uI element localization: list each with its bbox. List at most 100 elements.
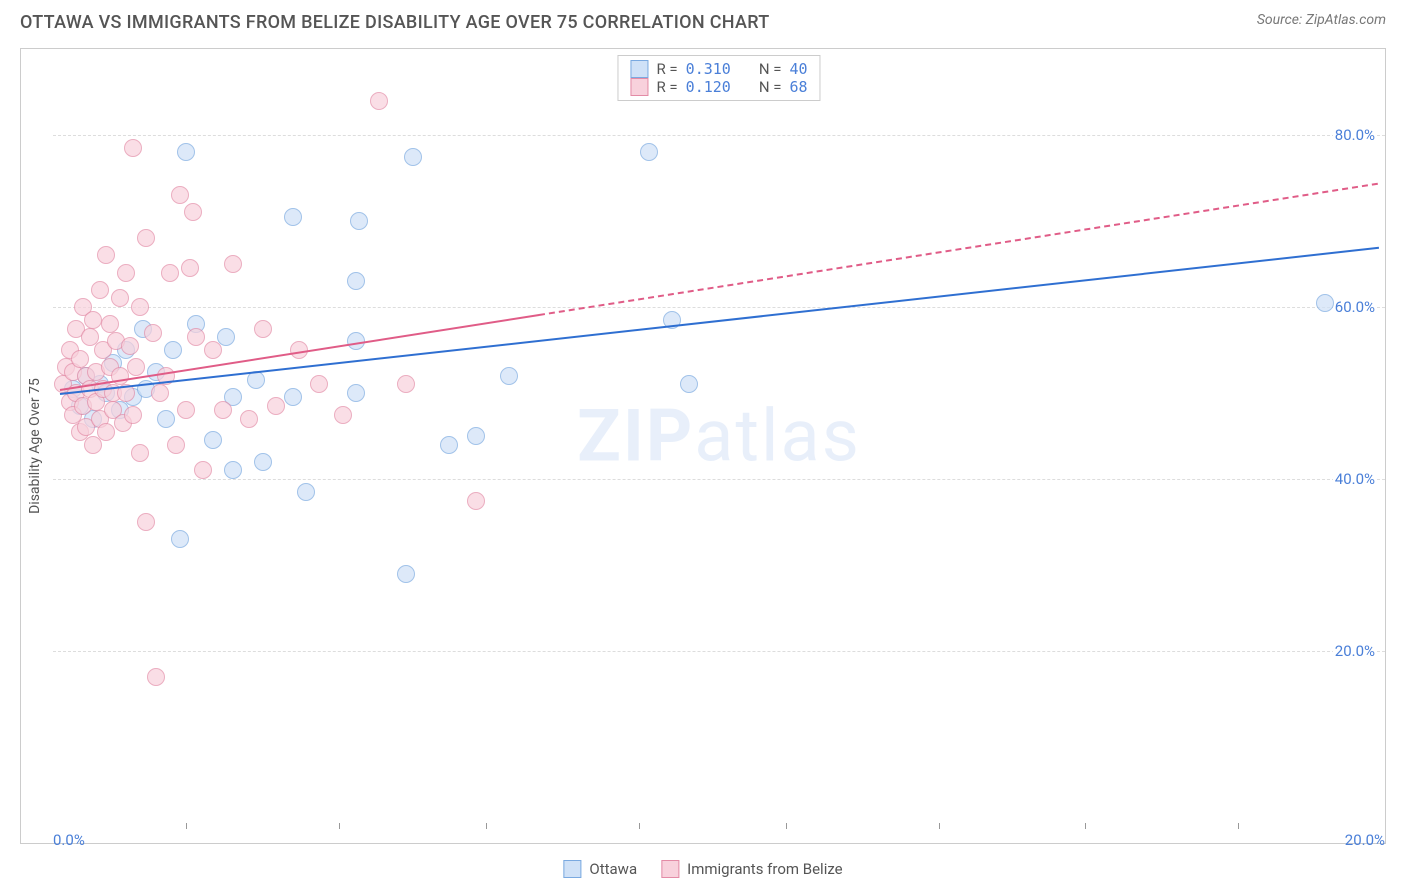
data-point: [284, 208, 302, 226]
xtick-mark: [1238, 823, 1239, 829]
legend-swatch: [630, 78, 648, 96]
data-point: [184, 203, 202, 221]
legend-n-label: N =: [759, 60, 782, 78]
xtick-mark: [786, 823, 787, 829]
data-point: [124, 139, 142, 157]
gridline: [53, 651, 1385, 652]
legend-r-value: 0.120: [686, 78, 731, 96]
data-point: [97, 246, 115, 264]
data-point: [164, 341, 182, 359]
legend-item: Immigrants from Belize: [661, 860, 843, 878]
data-point: [350, 212, 368, 230]
data-point: [397, 375, 415, 393]
data-point: [204, 341, 222, 359]
ytick-label: 20.0%: [1333, 642, 1377, 660]
xtick-mark: [486, 823, 487, 829]
xtick-label: 0.0%: [53, 831, 85, 849]
data-point: [124, 406, 142, 424]
legend-row: R =0.310N =40: [630, 60, 807, 78]
series-legend: Ottawa Immigrants from Belize: [563, 860, 842, 878]
data-point: [137, 513, 155, 531]
data-point: [121, 337, 139, 355]
data-point: [131, 298, 149, 316]
xtick-mark: [939, 823, 940, 829]
source-label: Source: ZipAtlas.com: [1257, 12, 1386, 28]
legend-swatch: [661, 860, 679, 878]
data-point: [297, 483, 315, 501]
data-point: [137, 229, 155, 247]
data-point: [127, 358, 145, 376]
data-point: [157, 410, 175, 428]
data-point: [254, 320, 272, 338]
data-point: [347, 272, 365, 290]
xtick-mark: [639, 823, 640, 829]
data-point: [71, 350, 89, 368]
legend-n-value: 68: [789, 78, 807, 96]
ytick-label: 80.0%: [1333, 126, 1377, 144]
chart-title: OTTAWA VS IMMIGRANTS FROM BELIZE DISABIL…: [20, 12, 770, 33]
gridline: [53, 307, 1385, 308]
data-point: [147, 668, 165, 686]
data-point: [131, 444, 149, 462]
chart-container: Disability Age Over 75 ZIPatlas R = 0.310…: [20, 48, 1386, 844]
data-point: [194, 461, 212, 479]
data-point: [177, 401, 195, 419]
data-point: [144, 324, 162, 342]
legend-row: R = 0.120 N = 68: [630, 78, 807, 96]
data-point: [467, 427, 485, 445]
data-point: [214, 401, 232, 419]
data-point: [91, 281, 109, 299]
data-point: [171, 530, 189, 548]
data-point: [224, 461, 242, 479]
data-point: [97, 423, 115, 441]
data-point: [267, 397, 285, 415]
data-point: [84, 311, 102, 329]
legend-n-value: 40: [789, 60, 807, 78]
data-point: [224, 255, 242, 273]
data-point: [404, 148, 422, 166]
data-point: [347, 384, 365, 402]
plot-area: ZIPatlas R = 0.310 N = 40R = 0.120 N = 68 20.0…: [53, 49, 1385, 823]
data-point: [161, 264, 179, 282]
legend-r-label: R =: [656, 78, 677, 96]
xtick-mark: [339, 823, 340, 829]
data-point: [111, 289, 129, 307]
data-point: [467, 492, 485, 510]
ytick-label: 60.0%: [1333, 298, 1377, 316]
legend-label: Immigrants from Belize: [687, 860, 843, 878]
legend-n-label: N =: [759, 78, 782, 96]
data-point: [177, 143, 195, 161]
xtick-mark: [1085, 823, 1086, 829]
legend-swatch: [630, 60, 648, 78]
xtick-label: 20.0%: [1345, 831, 1385, 849]
data-point: [310, 375, 328, 393]
data-point: [167, 436, 185, 454]
data-point: [370, 92, 388, 110]
correlation-legend: R = 0.310 N = 40R = 0.120 N = 68: [617, 55, 820, 101]
data-point: [181, 259, 199, 277]
data-point: [640, 143, 658, 161]
gridline: [53, 135, 1385, 136]
data-point: [117, 264, 135, 282]
legend-label: Ottawa: [589, 860, 637, 878]
data-point: [334, 406, 352, 424]
y-axis-label: Disability Age Over 75: [27, 378, 43, 514]
legend-r-value: 0.310: [686, 60, 731, 78]
gridline: [53, 479, 1385, 480]
data-point: [500, 367, 518, 385]
data-point: [254, 453, 272, 471]
data-point: [187, 328, 205, 346]
data-point: [240, 410, 258, 428]
watermark: ZIPatlas: [577, 394, 861, 479]
data-point: [171, 186, 189, 204]
data-point: [680, 375, 698, 393]
data-point: [397, 565, 415, 583]
ytick-label: 40.0%: [1333, 470, 1377, 488]
trend-line-dashed: [539, 182, 1378, 315]
data-point: [284, 388, 302, 406]
data-point: [1316, 294, 1334, 312]
legend-swatch: [563, 860, 581, 878]
data-point: [440, 436, 458, 454]
data-point: [101, 315, 119, 333]
xtick-mark: [186, 823, 187, 829]
